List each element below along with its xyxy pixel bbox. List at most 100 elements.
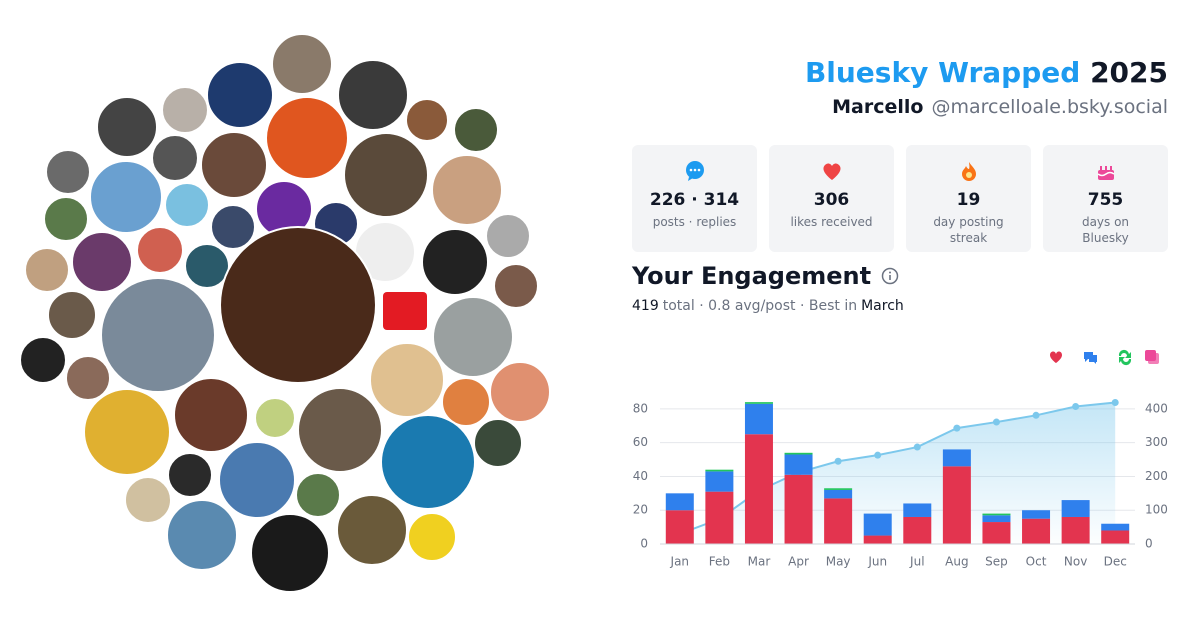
stat-label: likes received [790,215,873,229]
avatar-collage [19,33,551,593]
stat-card: 306 likes received [769,145,894,252]
avatar[interactable] [432,296,514,378]
avatar[interactable] [493,263,539,309]
x-tick-label: Apr [788,555,809,569]
avatar[interactable] [164,182,210,228]
avatar[interactable] [71,231,133,293]
avatar[interactable] [19,336,67,384]
avatar[interactable] [441,377,491,427]
avatar[interactable] [124,476,172,524]
summary-text: total · 0.8 avg/post · Best in [662,298,858,314]
bar [863,513,892,536]
bar [942,466,971,544]
logo [383,292,427,330]
title: Bluesky Wrapped 2025 [632,56,1168,89]
stats: 226 · 314 posts · replies 306 likes rece… [632,145,1168,252]
bar [744,402,773,404]
info-icon[interactable] [881,267,899,285]
bar [903,516,932,544]
avatar[interactable] [343,132,429,218]
avatar[interactable] [184,243,230,289]
avatar[interactable] [489,361,551,423]
bar [903,503,932,517]
avatar[interactable] [297,387,383,473]
avatar[interactable] [407,512,457,562]
avatar[interactable] [219,226,377,384]
line-point [1111,398,1119,406]
avatar[interactable] [405,98,449,142]
avatar[interactable] [173,377,249,453]
avatar[interactable] [295,472,341,518]
avatar[interactable] [200,131,268,199]
y-tick-label: 80 [633,401,648,415]
avatar[interactable] [210,204,256,250]
bar [705,469,734,472]
x-tick-label: Aug [945,555,968,569]
y2-tick-label: 0 [1145,537,1153,551]
avatar[interactable] [83,388,171,476]
avatar[interactable] [254,397,296,439]
line-point [1072,403,1080,411]
bar [1061,516,1090,544]
bar [665,510,694,544]
avatar[interactable] [337,59,409,131]
avatar[interactable] [380,414,476,510]
bar [784,454,813,475]
avatar[interactable] [271,33,333,95]
engagement-title: Your Engagement [632,262,872,290]
avatar[interactable] [369,342,445,418]
user: Marcello @marcelloale.bsky.social [632,96,1168,118]
avatar[interactable] [96,96,158,158]
avatar[interactable] [65,355,111,401]
x-tick-label: Dec [1104,555,1127,569]
stat-value: 19 [956,190,981,210]
bar [863,535,892,544]
avatar[interactable] [100,277,216,393]
icon [822,163,841,180]
line-point [953,424,961,432]
bar [982,522,1011,544]
y-tick-label: 20 [633,503,648,517]
avatar[interactable] [151,134,199,182]
avatar[interactable] [485,213,531,259]
avatar[interactable] [45,149,91,195]
avatar[interactable] [473,418,523,468]
x-tick-label: Jan [670,555,690,569]
line-point [874,451,882,459]
avatar[interactable] [431,154,503,226]
legend-toggle[interactable] [1118,349,1132,366]
icon [685,161,704,181]
line-point [834,457,842,465]
avatar[interactable] [47,290,97,340]
avatar[interactable] [336,494,408,566]
avatar[interactable] [24,247,70,293]
user-name: Marcello [832,96,924,118]
section-title: Your Engagement [632,262,1168,290]
x-tick-label: Feb [709,555,730,569]
avatar[interactable] [43,196,89,242]
legend-toggle[interactable] [1084,352,1097,364]
engagement-chart: 0 20 40 60 80 0 100 200 300 400 Jan Feb Mar Apr May Jun… [633,349,1168,569]
legend-toggle[interactable] [1050,351,1062,363]
avatar[interactable] [166,499,238,571]
avatar[interactable] [453,107,499,153]
bar [1022,510,1051,519]
avatar[interactable] [206,61,274,129]
avatar[interactable] [265,96,349,180]
bar [784,452,813,455]
x-tick-label: May [826,555,851,569]
legend-quotes[interactable] [1145,350,1159,364]
avatar[interactable] [218,441,296,519]
x-tick-label: Sep [985,555,1008,569]
avatar[interactable] [250,513,330,593]
engagement-summary: 419 total · 0.8 avg/post · Best in March [632,298,1168,314]
avatar[interactable] [421,228,489,296]
avatar[interactable] [167,452,213,498]
y2-tick-label: 400 [1145,401,1168,415]
bar [824,488,853,490]
avatar[interactable] [89,160,163,234]
bar [784,474,813,544]
avatar[interactable] [161,86,209,134]
stat-card: 19 day posting streak [906,145,1031,252]
avatar[interactable] [136,226,184,274]
